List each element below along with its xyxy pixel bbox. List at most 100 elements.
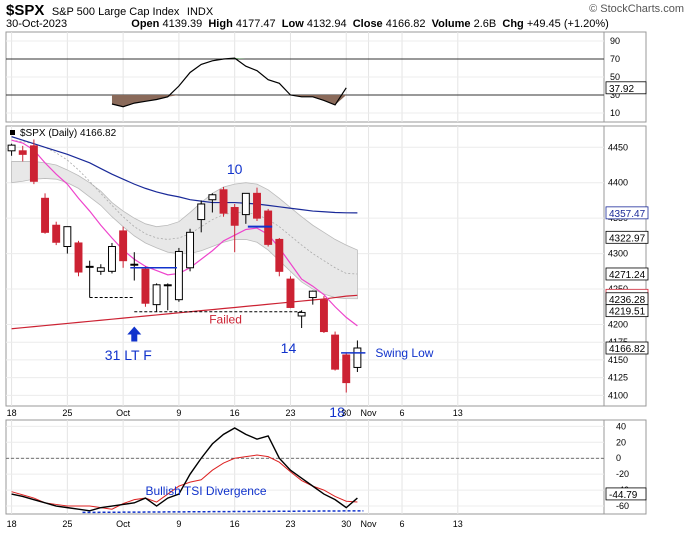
price-tick-label: 4300 [608,249,628,259]
price-value-box [605,341,649,355]
candle-body [41,197,50,233]
ma-magenta-line [11,139,358,327]
price-tick-label: 4150 [608,355,628,365]
tsi-main-line [11,427,358,512]
candle-body [208,194,217,201]
price-value-label: 4166.82 [609,344,646,355]
x-tick-label-bottom: 30 [341,519,351,529]
candle-body [52,224,61,243]
rsi-tick-label: 90 [610,36,620,46]
tsi-value-label: -44.79 [609,490,638,501]
legend-candle-swatch [10,130,15,135]
price-value-box [605,304,649,318]
price-value-box [605,267,649,281]
symbol: $SPX [6,2,45,19]
candle-body [7,144,16,152]
candle-body [74,242,83,273]
price-value-label: 4322.97 [609,233,646,244]
candle-body [18,150,27,155]
candle-body [241,192,250,216]
rsi-tick-label: 50 [610,72,620,82]
x-tick-label-bottom: 13 [453,519,463,529]
candle-body [174,250,183,301]
x-tick-label: 25 [62,408,72,418]
x-tick-label-bottom: 16 [230,519,240,529]
candle-body [297,311,306,317]
candle-body [197,203,206,221]
candle-body [130,263,139,266]
price-value-box [605,230,649,244]
rsi-value-label: 37.92 [609,84,634,95]
price-value-box [605,206,649,220]
instrument-name: S&P 500 Large Cap Index [51,6,180,18]
x-tick-label: Nov [361,408,378,418]
candle-body [331,334,340,370]
candle-body [141,268,150,304]
rsi-tick-label: 30 [610,90,620,100]
x-tick-label: 18 [7,408,17,418]
tsi-tick-label: -20 [616,469,629,479]
annotation-label-14: 14 [281,340,297,356]
candle-body [219,189,228,214]
x-tick-label: 6 [400,408,405,418]
volume-value: 2.6B [473,18,497,30]
annotation-label-swing-low: Swing Low [375,346,433,360]
candle-body [286,278,295,308]
x-tick-label-bottom: Nov [361,519,378,529]
rsi-value-box [605,81,647,95]
bollinger-mid-line [11,139,358,275]
annotation-label-10: 10 [227,161,243,177]
x-tick-label: 13 [453,408,463,418]
price-tick-label: 4400 [608,178,628,188]
x-tick-label: 16 [230,408,240,418]
candle-body [96,267,105,272]
candle-body [253,192,261,219]
price-tick-label: 4450 [608,142,628,152]
chart-header-line1: $SPX S&P 500 Large Cap Index INDX [6,2,213,20]
candle-body [230,207,239,226]
x-tick-label: 30 [341,408,351,418]
high-value: 4177.47 [235,18,276,30]
price-value-label: 4271.24 [609,270,646,281]
tsi-tick-label: 0 [616,453,621,463]
x-tick-label: 23 [285,408,295,418]
ma-blue-line [11,136,358,214]
candle-body [85,265,94,268]
chg-label: Chg [502,18,524,30]
candle-body [163,284,172,287]
stockcharts-credit: © StockCharts.com [589,3,684,15]
candle-body [152,284,161,306]
rsi-tick-label: 70 [610,54,620,64]
price-legend-label: $SPX (Daily) 4166.82 [20,128,117,139]
bollinger-band-fill [11,161,358,300]
price-tick-label: 4100 [608,390,628,400]
x-tick-label: 9 [176,408,181,418]
x-tick-label: Oct [116,408,131,418]
price-value-label: 4219.51 [609,307,646,318]
x-tick-label-bottom: 18 [7,519,17,529]
candle-body [308,290,317,299]
price-value-label: 4357.47 [609,209,646,220]
chg-value: +49.45 (+1.20%) [526,18,609,30]
open-value: 4139.39 [162,18,203,30]
candle-body [353,347,362,368]
candle-body [29,145,38,182]
tsi-tick-label: -60 [616,501,629,511]
candle-body [275,238,284,272]
high-label: High [208,18,233,30]
tsi-tick-label: 40 [616,421,626,431]
price-value-label: 4236.28 [609,295,646,306]
rsi-tick-label: 10 [610,108,620,118]
close-value: 4166.82 [385,18,426,30]
annotation-label-31-lt-f: 31 LT F [105,347,152,363]
candle-body [108,246,116,272]
rsi-line [111,57,347,108]
up-arrow-icon [127,326,142,342]
exchange: INDX [186,6,214,18]
x-tick-label-bottom: 9 [176,519,181,529]
annotation-label-failed: Failed [209,313,242,327]
close-label: Close [352,18,383,30]
annotation-label-18: 18 [329,404,345,420]
tsi-divergence-label: Bullish TSI Divergence [145,484,266,498]
